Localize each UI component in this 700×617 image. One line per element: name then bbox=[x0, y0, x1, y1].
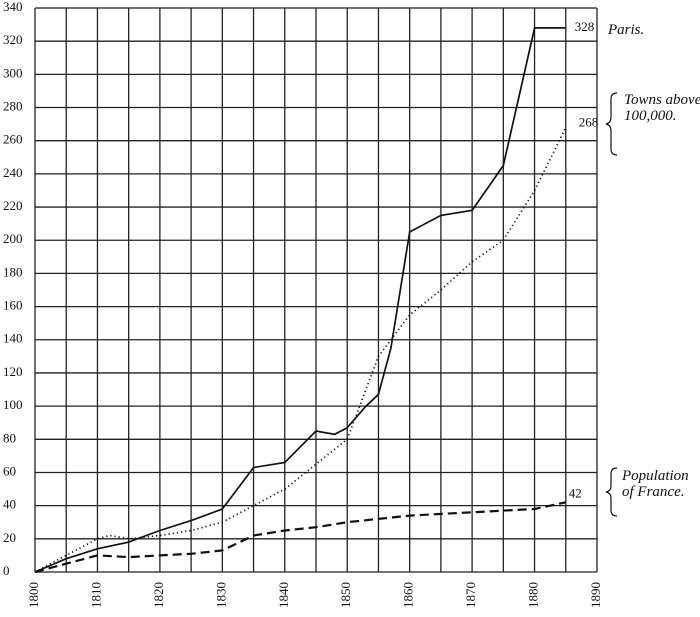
y-tick-label: 60 bbox=[3, 463, 16, 478]
y-tick-label: 300 bbox=[3, 65, 23, 80]
y-tick-label: 140 bbox=[3, 331, 23, 346]
series-line bbox=[34, 27, 566, 573]
y-tick-label: 180 bbox=[3, 264, 23, 279]
y-tick-label: 0 bbox=[3, 563, 10, 578]
x-tick-label: 1870 bbox=[463, 582, 478, 608]
x-tick-label: 1880 bbox=[526, 582, 541, 608]
x-tick-label: 1800 bbox=[26, 582, 41, 608]
x-tick-label: 1860 bbox=[401, 582, 416, 608]
y-tick-label: 260 bbox=[3, 132, 23, 147]
y-tick-label: 220 bbox=[3, 198, 23, 213]
legend-label: Population of France. bbox=[622, 468, 689, 500]
y-tick-label: 280 bbox=[3, 99, 23, 114]
brace bbox=[605, 92, 618, 156]
y-tick-label: 40 bbox=[3, 497, 16, 512]
legend-label: Paris. bbox=[608, 22, 645, 38]
y-tick-label: 20 bbox=[3, 530, 16, 545]
x-tick-label: 1890 bbox=[588, 582, 603, 608]
data-label: 328 bbox=[575, 19, 595, 34]
series-line bbox=[34, 501, 567, 574]
y-tick-label: 160 bbox=[3, 298, 23, 313]
x-tick-label: 1810 bbox=[88, 582, 103, 608]
x-tick-label: 1850 bbox=[338, 582, 353, 608]
legend-label: Towns above 100,000. bbox=[624, 92, 700, 124]
y-tick-label: 340 bbox=[3, 0, 23, 14]
y-tick-label: 120 bbox=[3, 364, 23, 379]
x-tick-label: 1830 bbox=[213, 582, 228, 608]
data-label: 42 bbox=[569, 485, 582, 500]
x-tick-label: 1820 bbox=[151, 582, 166, 608]
x-tick-label: 1840 bbox=[276, 582, 291, 608]
y-tick-label: 240 bbox=[3, 165, 23, 180]
y-tick-label: 200 bbox=[3, 231, 23, 246]
y-tick-label: 320 bbox=[3, 32, 23, 47]
data-label: 268 bbox=[579, 114, 599, 129]
y-tick-label: 80 bbox=[3, 430, 16, 445]
brace bbox=[605, 467, 618, 517]
y-tick-label: 100 bbox=[3, 397, 23, 412]
